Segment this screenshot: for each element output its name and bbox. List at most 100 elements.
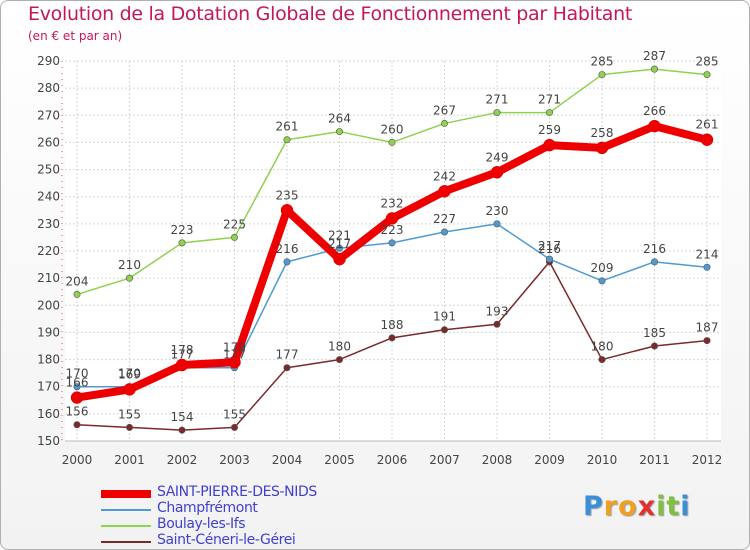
data-label: 261 bbox=[276, 120, 299, 134]
data-point bbox=[385, 212, 399, 225]
data-label: 235 bbox=[276, 188, 299, 202]
data-label: 177 bbox=[171, 348, 194, 362]
data-point bbox=[493, 320, 501, 328]
y-tick-label: 210 bbox=[37, 271, 60, 285]
data-point bbox=[700, 133, 714, 146]
labels-series-3: 156 155 154 155 177 180 188 191 193 216 180 185 187 bbox=[66, 242, 719, 424]
data-label: 221 bbox=[328, 228, 351, 242]
data-label: 261 bbox=[696, 118, 719, 132]
data-label: 249 bbox=[486, 150, 509, 164]
y-tick-label: 180 bbox=[37, 353, 60, 367]
x-tick-label: 2008 bbox=[482, 453, 513, 467]
data-label: 227 bbox=[433, 212, 456, 226]
x-tick-label: 2005 bbox=[324, 453, 355, 467]
data-point bbox=[493, 220, 501, 228]
data-point bbox=[543, 138, 556, 152]
data-label: 188 bbox=[381, 318, 404, 332]
data-label: 223 bbox=[381, 223, 404, 237]
data-label: 214 bbox=[696, 247, 719, 261]
data-point bbox=[228, 356, 241, 369]
data-label: 260 bbox=[381, 122, 404, 136]
logo-letter: x bbox=[637, 491, 657, 522]
data-point bbox=[703, 71, 711, 79]
data-point bbox=[545, 109, 553, 117]
data-label: 225 bbox=[223, 217, 246, 231]
chart-subtitle: (en € et par an) bbox=[28, 29, 123, 43]
data-label: 266 bbox=[643, 104, 666, 118]
legend-label: Saint-Céneri-le-Gérei bbox=[157, 532, 296, 548]
data-label: 267 bbox=[433, 103, 456, 117]
x-tick-label: 2002 bbox=[167, 453, 198, 467]
data-point bbox=[333, 252, 346, 266]
data-point bbox=[388, 138, 396, 146]
labels-series-1: 170 170 177 177 216 221 223 227 230 217 209 216 214 bbox=[66, 204, 719, 381]
data-point bbox=[650, 65, 658, 73]
y-tick-label: 200 bbox=[37, 298, 60, 312]
logo-letter: P bbox=[583, 491, 604, 522]
data-point bbox=[648, 119, 661, 133]
data-point bbox=[440, 119, 448, 127]
y-tick-label: 250 bbox=[37, 163, 60, 177]
data-label: 170 bbox=[118, 367, 141, 381]
data-point bbox=[283, 364, 291, 372]
series-0 bbox=[70, 119, 714, 404]
data-label: 217 bbox=[328, 237, 351, 251]
data-point bbox=[175, 358, 189, 372]
data-point bbox=[598, 277, 606, 285]
x-tick-label: 2003 bbox=[219, 453, 250, 467]
logo-letter: r bbox=[603, 491, 619, 522]
chart-title: Evolution de la Dotation Globale de Fonc… bbox=[28, 3, 633, 25]
series-3 bbox=[73, 258, 711, 434]
data-label: 204 bbox=[66, 274, 89, 288]
data-label: 166 bbox=[66, 376, 89, 390]
data-point bbox=[438, 185, 451, 198]
data-point bbox=[388, 334, 396, 342]
data-label: 230 bbox=[486, 204, 509, 218]
data-point bbox=[231, 423, 239, 431]
data-label: 187 bbox=[696, 321, 719, 335]
data-point bbox=[178, 239, 186, 247]
data-point bbox=[126, 423, 134, 431]
data-point bbox=[703, 337, 711, 345]
data-point bbox=[73, 383, 81, 391]
data-label: 170 bbox=[66, 367, 89, 381]
data-label: 271 bbox=[538, 93, 561, 107]
y-tick-label: 170 bbox=[37, 380, 60, 394]
data-label: 178 bbox=[171, 343, 194, 357]
data-label: 242 bbox=[433, 169, 456, 183]
y-tick-label: 160 bbox=[37, 407, 60, 421]
data-label: 216 bbox=[276, 242, 299, 256]
data-point bbox=[283, 136, 291, 144]
data-point bbox=[280, 204, 294, 217]
proxiti-logo: Proxiti bbox=[583, 491, 691, 522]
x-tick-label: 2004 bbox=[272, 453, 303, 467]
x-tick-label: 2012 bbox=[692, 453, 723, 467]
data-label: 156 bbox=[66, 405, 89, 419]
labels-series-2: 204 210 223 225 261 264 260 267 271 271 285 287 285 bbox=[66, 49, 719, 288]
line-chart: 150 160 170 180 190 200 210 220 230 240 250 260 270 2… bbox=[37, 49, 723, 467]
data-label: 177 bbox=[276, 348, 299, 362]
data-label: 177 bbox=[223, 348, 246, 362]
data-label: 210 bbox=[118, 258, 141, 272]
data-label: 185 bbox=[643, 326, 666, 340]
data-point bbox=[650, 258, 658, 266]
data-point bbox=[598, 356, 606, 364]
data-point bbox=[73, 421, 81, 429]
y-tick-label: 260 bbox=[37, 135, 60, 149]
x-tick-label: 2011 bbox=[639, 453, 670, 467]
data-point bbox=[493, 109, 501, 117]
data-label: 180 bbox=[328, 340, 351, 354]
data-label: 258 bbox=[591, 126, 614, 140]
data-point bbox=[70, 391, 84, 404]
data-point bbox=[178, 426, 186, 434]
data-label: 154 bbox=[171, 410, 194, 424]
data-label: 191 bbox=[433, 310, 456, 324]
x-tick-label: 2000 bbox=[62, 453, 93, 467]
data-label: 193 bbox=[486, 304, 509, 318]
logo-letter: i bbox=[656, 491, 667, 522]
data-label: 180 bbox=[591, 340, 614, 354]
data-point bbox=[598, 71, 606, 79]
legend-label: Boulay-les-Ifs bbox=[157, 516, 246, 532]
labels-series-0: 166 169 178 179 235 217 232 242 249 259 258 266 261 bbox=[66, 104, 719, 389]
data-label: 216 bbox=[643, 242, 666, 256]
